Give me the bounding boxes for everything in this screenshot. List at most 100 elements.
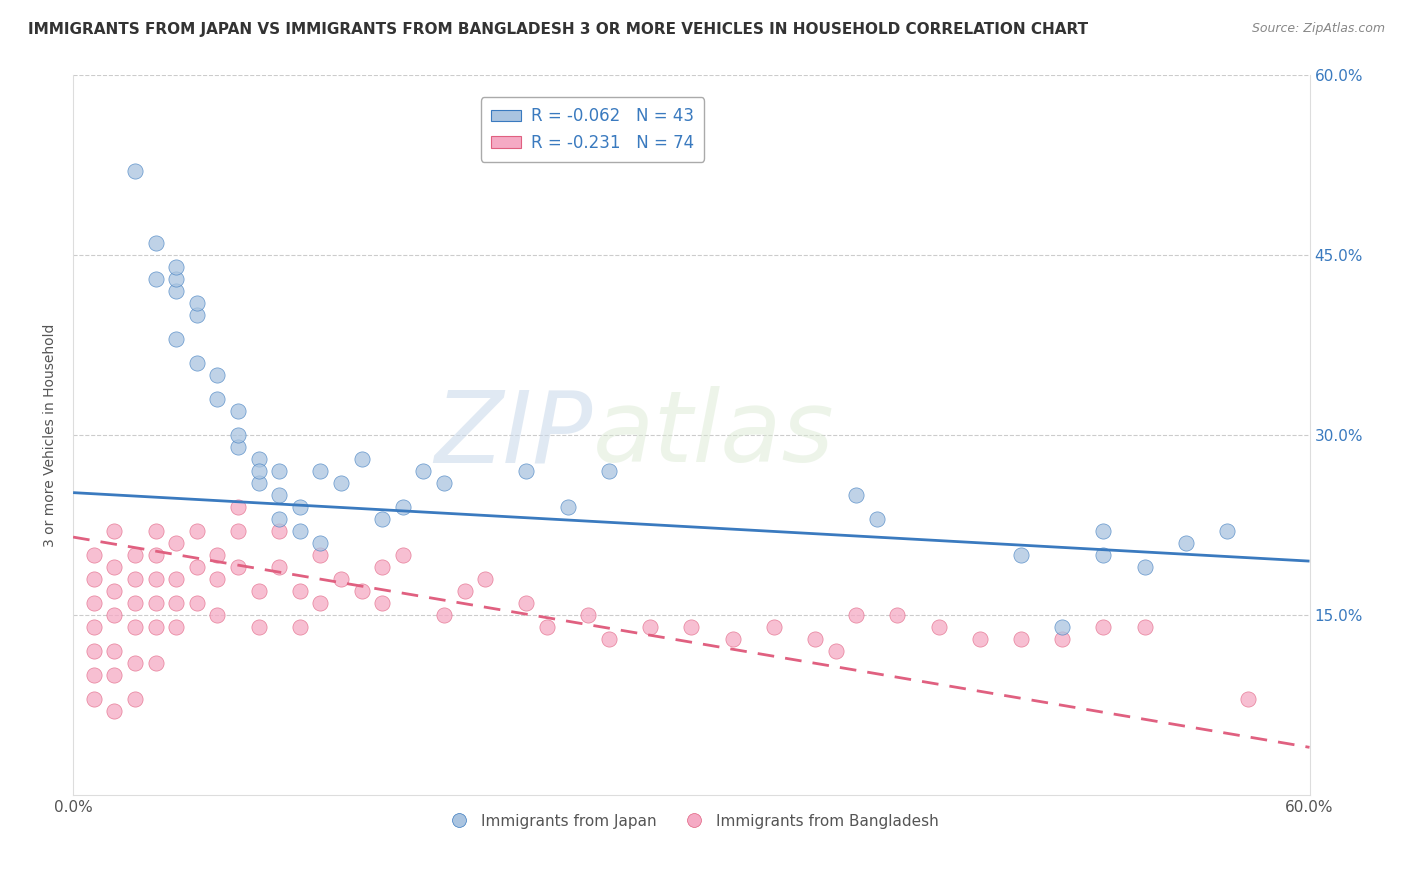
Point [207,392,229,406]
Point [103,644,125,658]
Text: Source: ZipAtlas.com: Source: ZipAtlas.com [1251,22,1385,36]
Point [207,572,229,586]
Point [226,428,249,442]
Point [721,632,744,647]
Point [557,500,579,514]
Point [186,308,208,322]
Point [186,560,208,574]
Point [186,596,208,610]
Point [1236,692,1258,706]
Point [1092,524,1115,538]
Point [371,512,394,526]
Point [288,524,311,538]
Point [969,632,991,647]
Point [1010,548,1032,562]
Point [165,620,187,634]
Point [103,668,125,682]
Point [83,620,105,634]
Point [247,464,270,478]
Point [598,632,620,647]
Point [433,475,456,490]
Point [371,560,394,574]
Point [866,512,889,526]
Point [804,632,827,647]
Point [226,524,249,538]
Point [269,488,291,502]
Point [681,620,703,634]
Point [247,475,270,490]
Point [83,548,105,562]
Point [226,404,249,418]
Point [103,704,125,718]
Point [269,464,291,478]
Point [124,620,146,634]
Point [1010,632,1032,647]
Point [474,572,496,586]
Point [536,620,558,634]
Point [207,368,229,382]
Point [391,548,413,562]
Point [83,572,105,586]
Point [145,272,167,286]
Point [226,440,249,454]
Point [433,608,456,623]
Point [165,272,187,286]
Point [1092,620,1115,634]
Point [165,572,187,586]
Point [124,692,146,706]
Point [309,548,332,562]
Point [288,584,311,599]
Point [309,536,332,550]
Point [928,620,950,634]
Point [845,608,868,623]
Point [576,608,599,623]
Point [350,452,373,467]
Text: IMMIGRANTS FROM JAPAN VS IMMIGRANTS FROM BANGLADESH 3 OR MORE VEHICLES IN HOUSEH: IMMIGRANTS FROM JAPAN VS IMMIGRANTS FROM… [28,22,1088,37]
Point [391,500,413,514]
Point [598,464,620,478]
Point [83,668,105,682]
Point [165,596,187,610]
Point [103,608,125,623]
Text: ZIP: ZIP [434,386,592,483]
Point [145,548,167,562]
Point [288,620,311,634]
Point [1092,548,1115,562]
Point [226,500,249,514]
Point [288,500,311,514]
Point [165,260,187,274]
Point [1133,620,1156,634]
Point [165,284,187,298]
Point [1174,536,1197,550]
Point [309,464,332,478]
Point [1052,632,1074,647]
Point [124,596,146,610]
Point [145,657,167,671]
Point [145,572,167,586]
Point [103,560,125,574]
Point [124,163,146,178]
Y-axis label: 3 or more Vehicles in Household: 3 or more Vehicles in Household [44,323,58,547]
Point [638,620,661,634]
Point [186,295,208,310]
Point [145,620,167,634]
Point [762,620,785,634]
Point [309,596,332,610]
Point [124,657,146,671]
Point [207,608,229,623]
Point [186,356,208,370]
Point [207,548,229,562]
Point [145,524,167,538]
Point [515,596,537,610]
Point [247,584,270,599]
Point [824,644,846,658]
Point [1133,560,1156,574]
Point [330,475,353,490]
Point [330,572,353,586]
Legend: Immigrants from Japan, Immigrants from Bangladesh: Immigrants from Japan, Immigrants from B… [437,807,945,835]
Point [1052,620,1074,634]
Point [83,692,105,706]
Point [886,608,908,623]
Text: atlas: atlas [592,386,834,483]
Point [515,464,537,478]
